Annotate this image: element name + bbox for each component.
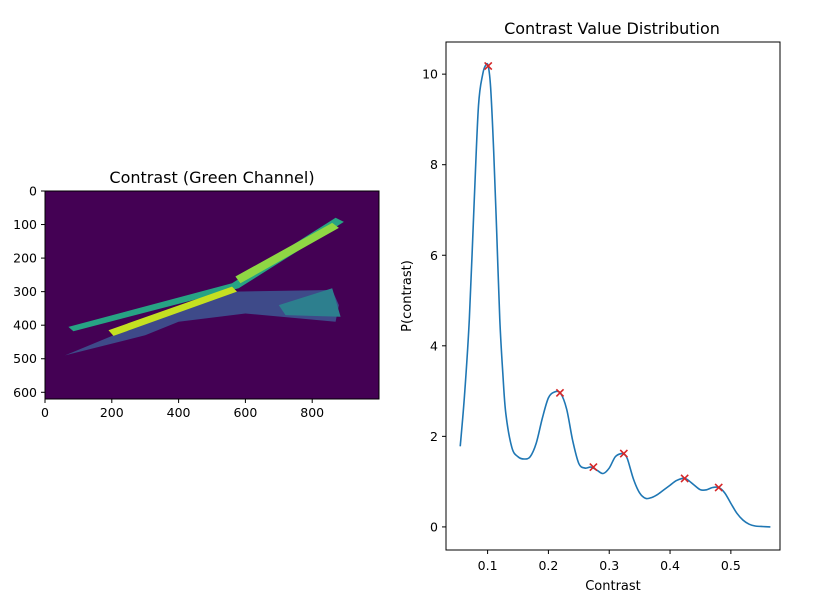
peak-marker bbox=[589, 462, 598, 472]
plot-content bbox=[459, 61, 771, 528]
image-y-tick-label: 600 bbox=[13, 385, 37, 400]
image-y-tick-label: 200 bbox=[13, 251, 37, 266]
y-axis-label: P(contrast) bbox=[400, 260, 415, 332]
image-y-tick-label: 400 bbox=[13, 318, 37, 333]
plot-y-ticks: 0 2 4 6 8 10 bbox=[422, 67, 446, 534]
image-content bbox=[45, 191, 379, 399]
distribution-plot-panel: Contrast Value Distribution 0.1 0.2 0.3 0.4… bbox=[400, 19, 781, 594]
image-frame bbox=[44, 190, 380, 400]
peak-marker bbox=[555, 388, 565, 398]
bright-upper-strip bbox=[235, 222, 339, 284]
image-x-tick-label: 200 bbox=[100, 405, 124, 420]
lower-gray-sheet bbox=[65, 290, 339, 356]
plot-y-tick-label: 2 bbox=[430, 429, 438, 444]
plot-y-tick-label: 8 bbox=[430, 157, 438, 172]
peak-marker bbox=[619, 449, 628, 458]
plot-x-tick-label: 0.5 bbox=[721, 558, 741, 573]
plot-x-ticks: 0.1 0.2 0.3 0.4 0.5 bbox=[478, 550, 741, 573]
image-y-tick-label: 100 bbox=[13, 217, 37, 232]
peak-marker bbox=[484, 61, 493, 71]
image-x-tick-label: 0 bbox=[41, 405, 49, 420]
plot-y-tick-label: 10 bbox=[422, 67, 438, 82]
peak-marker bbox=[680, 474, 689, 483]
image-title: Contrast (Green Channel) bbox=[109, 168, 314, 187]
image-x-tick-label: 800 bbox=[300, 405, 324, 420]
image-x-ticks: 0 200 400 600 800 bbox=[41, 399, 324, 420]
plot-y-tick-label: 6 bbox=[430, 248, 438, 263]
image-y-tick-label: 500 bbox=[13, 351, 37, 366]
image-y-tick-label: 0 bbox=[29, 184, 37, 199]
x-axis-label: Contrast bbox=[585, 579, 641, 594]
distribution-line bbox=[459, 62, 771, 528]
peak-marker bbox=[714, 483, 723, 492]
upper-thin-strip bbox=[68, 217, 344, 332]
plot-x-tick-label: 0.4 bbox=[660, 558, 680, 573]
plot-frame bbox=[445, 41, 781, 551]
plot-y-tick-label: 0 bbox=[430, 519, 438, 534]
contrast-image-panel: Contrast (Green Channel) 0 200 400 600 800 0… bbox=[13, 168, 380, 420]
plot-title: Contrast Value Distribution bbox=[504, 19, 720, 38]
image-x-tick-label: 400 bbox=[167, 405, 191, 420]
image-y-ticks: 0 100 200 300 400 500 600 bbox=[13, 184, 45, 400]
image-x-tick-label: 600 bbox=[233, 405, 257, 420]
right-teal-plate bbox=[278, 288, 341, 317]
image-y-tick-label: 300 bbox=[13, 284, 37, 299]
plot-x-tick-label: 0.3 bbox=[599, 558, 619, 573]
plot-x-tick-label: 0.2 bbox=[538, 558, 558, 573]
plot-x-tick-label: 0.1 bbox=[478, 558, 498, 573]
plot-y-tick-label: 4 bbox=[430, 338, 438, 353]
bright-inner-strip bbox=[108, 286, 237, 336]
